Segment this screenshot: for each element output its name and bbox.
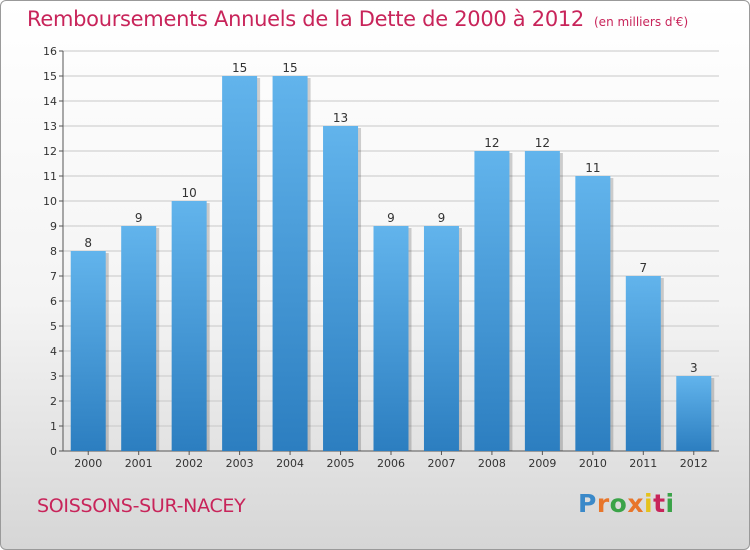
x-axis: 2000 2001 2002 2003 2004 2005 2006 2007 2008 2009… [74,451,708,470]
bar [171,201,207,451]
chart-title: Remboursements Annuels de la Dette de 20… [27,7,688,31]
x-tick-label: 2008 [478,457,506,470]
data-label: 10 [182,186,197,200]
chart-title-text: Remboursements Annuels de la Dette de 20… [27,7,584,31]
bar [222,76,258,451]
y-tick-label: 11 [43,170,57,183]
bar [575,176,611,451]
y-tick-label: 10 [43,195,57,208]
x-tick-label: 2010 [579,457,607,470]
y-tick-label: 1 [50,420,57,433]
bar [524,151,560,451]
y-tick-label: 8 [50,245,57,258]
data-label: 9 [135,211,143,225]
bar [272,76,308,451]
y-tick-label: 16 [43,45,57,58]
bar [423,226,459,451]
x-tick-label: 2007 [427,457,455,470]
y-tick-label: 3 [50,370,57,383]
logo-letter: t [653,489,666,518]
x-tick-label: 2003 [226,457,254,470]
y-tick-label: 6 [50,295,57,308]
x-tick-label: 2002 [175,457,203,470]
logo-letter: o [609,489,628,518]
chart-unit: (en milliers d'€) [594,15,689,29]
bar [323,126,359,451]
data-label: 9 [387,211,395,225]
logo-letter: x [627,489,644,518]
data-label: 15 [232,61,247,75]
logo-letter: r [596,489,610,518]
x-tick-label: 2012 [680,457,708,470]
y-tick-label: 5 [50,320,57,333]
data-label: 11 [585,161,600,175]
bar [373,226,409,451]
data-label: 12 [535,136,550,150]
bars: 8 9 10 15 15 13 9 9 12 12 11 7 3 [70,61,715,451]
data-label: 8 [84,236,92,250]
logo-letter: i [665,489,675,518]
x-tick-label: 2006 [377,457,405,470]
data-label: 7 [639,261,647,275]
y-tick-label: 7 [50,270,57,283]
x-tick-label: 2005 [327,457,355,470]
place-name: SOISSONS-SUR-NACEY [37,495,246,517]
y-tick-label: 15 [43,70,57,83]
bar [474,151,510,451]
logo-letter: P [578,489,597,518]
x-tick-label: 2001 [125,457,153,470]
y-tick-label: 13 [43,120,57,133]
y-tick-label: 2 [50,395,57,408]
y-tick-label: 0 [50,445,57,458]
x-tick-label: 2009 [528,457,556,470]
data-label: 15 [282,61,297,75]
data-label: 3 [690,361,698,375]
y-tick-label: 4 [50,345,57,358]
data-label: 13 [333,111,348,125]
proxiti-logo: Proxiti [578,489,675,518]
logo-letter: i [644,489,654,518]
data-label: 9 [438,211,446,225]
bar [70,251,106,451]
bar [121,226,157,451]
y-tick-label: 12 [43,145,57,158]
y-tick-label: 9 [50,220,57,233]
bar [676,376,712,451]
data-label: 12 [484,136,499,150]
y-tick-label: 14 [43,95,57,108]
x-tick-label: 2000 [74,457,102,470]
bar [625,276,661,451]
x-tick-label: 2011 [629,457,657,470]
x-tick-label: 2004 [276,457,304,470]
